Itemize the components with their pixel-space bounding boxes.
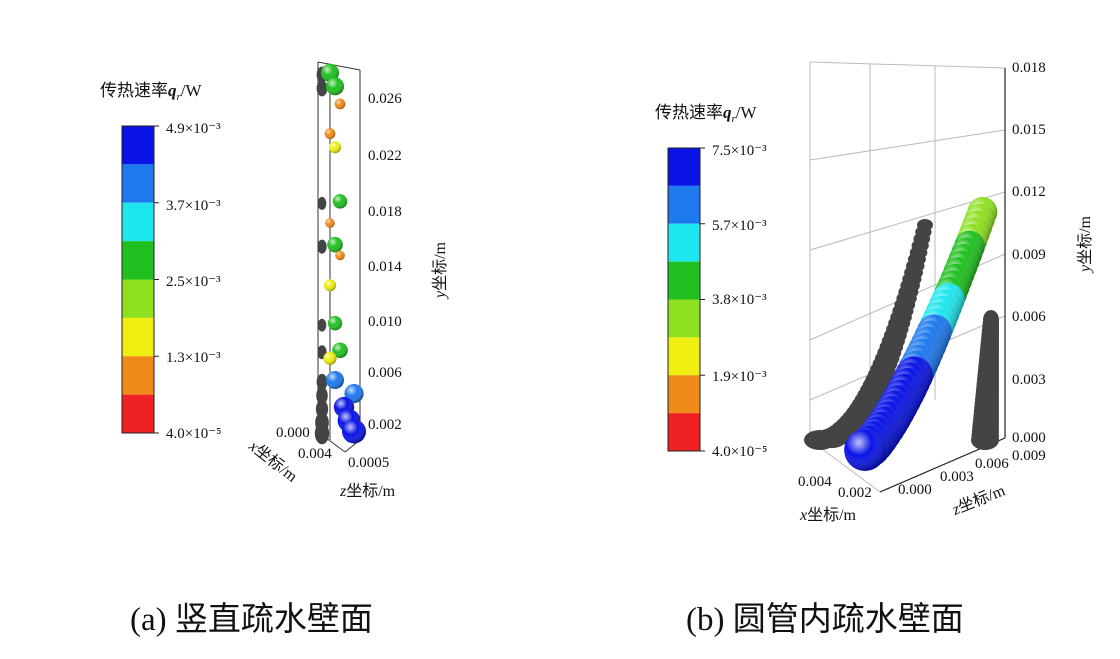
x-tick: 0.000 (898, 482, 932, 498)
y-tick: 0.022 (368, 148, 402, 164)
droplet (326, 371, 344, 390)
droplet (327, 315, 343, 331)
plot-a-droplets (314, 63, 366, 445)
colorbar-segment (668, 337, 700, 376)
droplet (326, 77, 344, 96)
droplet (334, 98, 346, 110)
colorbar-segment (668, 375, 700, 414)
plot-a-y-label: y坐标/m (431, 241, 449, 300)
z-tick: 0.006 (975, 456, 1009, 472)
droplet (323, 351, 337, 365)
colorbar-segment (122, 356, 154, 395)
droplet (332, 194, 348, 209)
plot-a-x-ticks: 0.000 0.004 (276, 425, 332, 462)
panel-a: 传热速率qr/W 4.9×10⁻³ 3.7×10⁻³ 2.5×10⁻³ 1.3×… (100, 61, 449, 638)
droplet (324, 279, 336, 292)
colorbar-segment (122, 241, 154, 280)
droplet (325, 218, 335, 228)
z-tick: 0.0005 (348, 455, 389, 471)
droplet (844, 429, 886, 471)
subfigure-a-caption: (a) 竖直疏水壁面 (130, 601, 373, 638)
z-tick: 0.003 (940, 469, 974, 485)
x-tick: 0.000 (276, 425, 310, 441)
droplet (324, 128, 336, 140)
colorbar-b-ticks: 7.5×10⁻³ 5.7×10⁻³ 3.8×10⁻³ 1.9×10⁻³ 4.0×… (712, 143, 767, 460)
y-tick: 0.014 (368, 259, 402, 275)
droplet (329, 141, 341, 154)
plot-a-y-ticks: 0.026 0.022 0.018 0.014 0.010 0.006 0.00… (368, 91, 402, 433)
droplet-shadow (316, 373, 328, 391)
colorbar-b-tick: 4.0×10⁻⁵ (712, 444, 767, 460)
colorbar-b-title: 传热速率qr/W (655, 103, 758, 125)
y-tick: 0.018 (1012, 60, 1046, 76)
droplet-shadow (314, 422, 330, 445)
panel-b: 传热速率qr/W 7.5×10⁻³ 5.7×10⁻³ 3.8×10⁻³ 1.9×… (655, 60, 1094, 638)
y-tick: 0.010 (368, 314, 402, 330)
droplet-shadow (317, 318, 327, 332)
droplet-shadow (317, 239, 327, 254)
droplet (327, 236, 343, 253)
droplet-shadow (317, 196, 327, 210)
colorbar-a (121, 125, 159, 434)
colorbar-segment (668, 299, 700, 338)
colorbar-a-tick: 4.0×10⁻⁵ (166, 426, 221, 442)
plot-a-x-label: x坐标/m (245, 436, 301, 486)
plot-b-y-label: y坐标/m (1076, 215, 1094, 274)
colorbar-segment (668, 261, 700, 300)
y-tick: 0.015 (1012, 122, 1046, 138)
colorbar-b-tick: 7.5×10⁻³ (712, 143, 767, 159)
colorbar-segment (122, 164, 154, 203)
plot-b-z-ticks: 0.003 0.006 0.009 (940, 448, 1046, 485)
droplet-shadow (316, 80, 328, 97)
y-tick: 0.006 (1012, 309, 1046, 325)
colorbar-b-tick: 1.9×10⁻³ (712, 369, 767, 385)
y-tick: 0.018 (368, 204, 402, 220)
colorbar-segment (668, 413, 700, 451)
colorbar-segment (122, 394, 154, 433)
plot-b-droplets (804, 197, 1000, 471)
y-tick: 0.003 (1012, 372, 1046, 388)
droplet (321, 63, 339, 82)
y-tick: 0.026 (368, 91, 402, 107)
colorbar-segment (668, 223, 700, 262)
colorbar-a-tick: 2.5×10⁻³ (166, 274, 221, 290)
y-tick: 0.006 (368, 365, 402, 381)
colorbar-a-tick: 4.9×10⁻³ (166, 121, 221, 137)
colorbar-b-tick: 3.8×10⁻³ (712, 292, 767, 308)
x-tick: 0.002 (838, 485, 872, 501)
y-tick: 0.002 (368, 417, 402, 433)
colorbar-segment (122, 126, 154, 165)
x-tick: 0.004 (798, 474, 832, 490)
colorbar-segment (122, 279, 154, 318)
colorbar-segment (668, 148, 700, 186)
plot-b-z-label: z坐标/m (949, 481, 1008, 519)
y-tick: 0.012 (1012, 184, 1046, 200)
droplet (332, 342, 348, 359)
x-tick: 0.004 (298, 446, 332, 462)
colorbar-a-ticks: 4.9×10⁻³ 3.7×10⁻³ 2.5×10⁻³ 1.3×10⁻³ 4.0×… (166, 121, 221, 442)
y-tick: 0.000 (1012, 430, 1046, 446)
y-tick: 0.009 (1012, 247, 1046, 263)
colorbar-segment (668, 185, 700, 224)
colorbar-b-tick: 5.7×10⁻³ (712, 218, 767, 234)
droplet (335, 250, 345, 261)
droplet-shadow (983, 310, 999, 330)
droplet (342, 419, 366, 444)
colorbar-a-tick: 3.7×10⁻³ (166, 198, 221, 214)
colorbar-a-tick: 1.3×10⁻³ (166, 350, 221, 366)
colorbar-segment (122, 317, 154, 357)
plot-a-z-label: z坐标/m (339, 482, 396, 500)
plot-b-y-ticks: 0.018 0.015 0.012 0.009 0.006 0.003 0.00… (1012, 60, 1046, 446)
droplet-shadow (316, 386, 328, 405)
colorbar-b (667, 147, 705, 452)
colorbar-a-title: 传热速率qr/W (100, 81, 203, 103)
plot-b-x-label: x坐标/m (799, 506, 857, 524)
droplet-shadow (917, 219, 933, 231)
plot-b-x-ticks: 0.004 0.002 0.000 (798, 474, 932, 501)
colorbar-segment (122, 202, 154, 242)
subfigure-b-caption: (b) 圆管内疏水壁面 (686, 601, 964, 638)
z-tick: 0.009 (1012, 448, 1046, 464)
